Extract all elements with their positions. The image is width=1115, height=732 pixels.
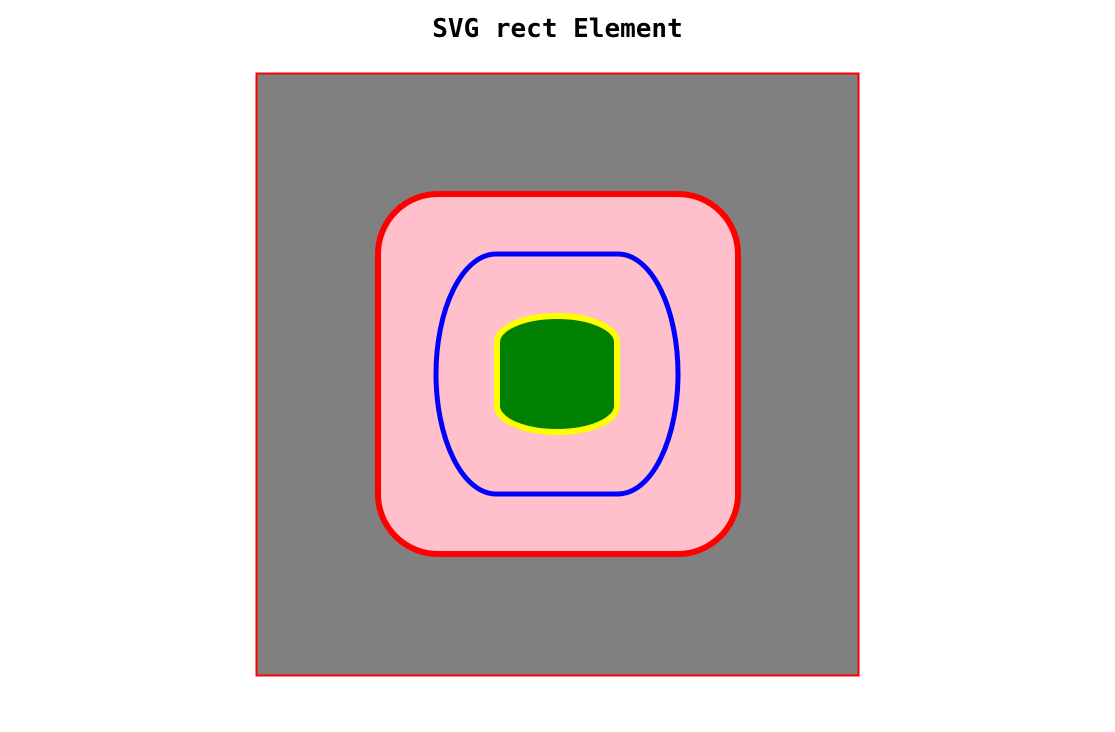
middle-rounded-rect: [433, 251, 681, 497]
inner-rounded-rect: [494, 313, 620, 435]
page-title: SVG rect Element: [432, 14, 683, 44]
